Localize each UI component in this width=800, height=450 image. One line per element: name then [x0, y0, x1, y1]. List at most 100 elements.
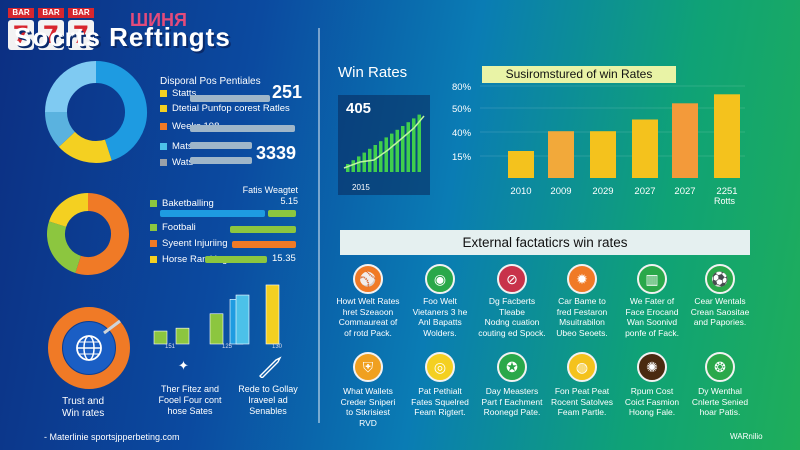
bar [508, 151, 534, 178]
spark-bar [357, 156, 361, 172]
logo-digit: 7 [68, 20, 94, 50]
progress-bar [190, 157, 252, 164]
bar [209, 313, 224, 345]
donut-chart-top [45, 61, 147, 163]
donut-segment [47, 221, 82, 273]
legend-row: Wats [160, 155, 300, 169]
y-tick-label: 50% [452, 104, 472, 115]
no-sign-icon: ⊘ [497, 264, 527, 294]
factor-text: What Wallets Creder Sniperi to Stkrisies… [340, 386, 396, 428]
factor-text: We Fater of Face Erocand Wan Soonivd pon… [625, 296, 679, 338]
donut-chart-mid [47, 193, 129, 275]
coin-icon: ◍ [567, 352, 597, 382]
spark-bar [362, 152, 366, 172]
legend-row: Baketballing [150, 196, 300, 210]
soccer-icon: ⚽ [705, 264, 735, 294]
right-bar-chart: 80% 50% 40% 15% 2010 2009 2029 2027 2027 2251 [452, 82, 745, 197]
legend-row: Mats [160, 139, 300, 153]
donut-segment [45, 111, 76, 147]
legend-swatch [160, 158, 167, 166]
medal-icon: ✪ [497, 352, 527, 382]
caption-right: Rede to Gollay Iraveel ad Senables [238, 384, 298, 416]
legend-label: Footbali [162, 221, 196, 233]
bar [548, 131, 574, 178]
spark-bar [412, 118, 416, 172]
progress-bar [190, 125, 295, 132]
spark-bar [346, 164, 350, 172]
factor-text: Pat Pethialt Fates Squelred Feam Rigtert… [411, 386, 469, 417]
spark-bar [401, 126, 405, 172]
badge-icon: ❂ [705, 352, 735, 382]
right-chart-title: Susiromstured of win Rates [482, 66, 676, 83]
progress-bar [160, 210, 265, 217]
legend-row: Footbali [150, 220, 300, 234]
bar [153, 330, 168, 345]
legend-swatch [160, 142, 167, 150]
bar [672, 103, 698, 178]
progress-bar [230, 226, 296, 233]
win-rates-value: 405 [346, 100, 372, 117]
trust-ring [48, 307, 130, 389]
factor-text: Rpum Cost Coict Fasmion Hoong Fale. [624, 386, 680, 417]
legend-row: Dtetial Punfop corest Ratles [160, 101, 300, 115]
factor-text: Car Bame to fred Festaron Msuitrabilon U… [556, 296, 608, 338]
x-tick-label: 2009 [550, 186, 571, 197]
bar-label: 130 [272, 344, 283, 350]
legend-swatch [150, 199, 157, 207]
legend-label: Horse Ramking [162, 253, 228, 265]
spark-bar [417, 114, 421, 172]
bar-label: 125 [222, 344, 233, 350]
win-rates-year: 2015 [352, 183, 370, 192]
factor-text: Day Measters Part f Eachment Roonegd Pat… [481, 386, 543, 417]
bar [632, 119, 658, 178]
logo-bar-label: BAR [38, 8, 64, 18]
legend-label: Mats [172, 140, 193, 152]
y-tick-label: 40% [452, 128, 472, 139]
factor-text: Cear Wentals Crean Saositae and Papories… [690, 296, 750, 327]
progress-bar [205, 256, 267, 263]
page-title: Socrts Reftingts [14, 22, 231, 52]
logo-bar-label: BAR [68, 8, 94, 18]
legend-label: Statts [172, 87, 197, 99]
legend-row: Horse Ramking [150, 252, 300, 266]
factor-text: Foo Welt Vietaners 3 he Anl Bapatts Wold… [412, 296, 468, 338]
logo: BAR BAR BAR 7 7 7 [8, 8, 120, 60]
trend-line [343, 115, 425, 169]
spark-bar [384, 137, 388, 172]
stat-value: 15.35 [272, 253, 296, 264]
progress-bar [190, 95, 270, 102]
legend-swatch [160, 122, 167, 130]
bar [235, 294, 250, 345]
legend-swatch [150, 223, 157, 231]
chart-icon: ▥ [637, 264, 667, 294]
spark-bar [351, 160, 355, 172]
spark-bar [406, 122, 410, 172]
logo-digit: 7 [38, 20, 64, 50]
progress-bar [268, 210, 296, 217]
left-top-heading: Disporal Pos Pentiales [160, 76, 261, 87]
x-tick-label: 2027 [634, 186, 655, 197]
flame-icon: ✹ [567, 264, 597, 294]
donut-segment [75, 193, 129, 275]
win-rates-sparkbars [343, 114, 425, 172]
factor-text: Howt Welt Rates hret Szeaoon Commaureat … [336, 296, 400, 338]
sparkle-icon: ✦ [178, 358, 189, 373]
legend-swatch [150, 255, 157, 263]
progress-bar [232, 241, 296, 248]
left-mid-legend: Baketballing Footbali Syeent Injuriing H… [150, 196, 300, 266]
rocket-icon [258, 356, 282, 383]
legend-label: Syeent Injuriing [162, 237, 228, 249]
legend-label: Dtetial Punfop corest Ratles [172, 102, 290, 114]
donut-segment [49, 193, 89, 228]
legend-row: Statts [160, 86, 300, 100]
logo-word: ШИНЯ [130, 10, 187, 30]
legend-swatch [160, 89, 167, 97]
spark-bar [379, 141, 383, 172]
bar [714, 94, 740, 178]
legend-swatch [150, 239, 157, 247]
legend-label: Wats [172, 156, 194, 168]
factors-banner: External factaticrs win rates [340, 230, 750, 255]
target-icon: ◎ [425, 352, 455, 382]
shield-icon: ⛨ [353, 352, 383, 382]
factor-text: Dg Facberts Tleabe Nodng cuation couting… [478, 296, 546, 338]
